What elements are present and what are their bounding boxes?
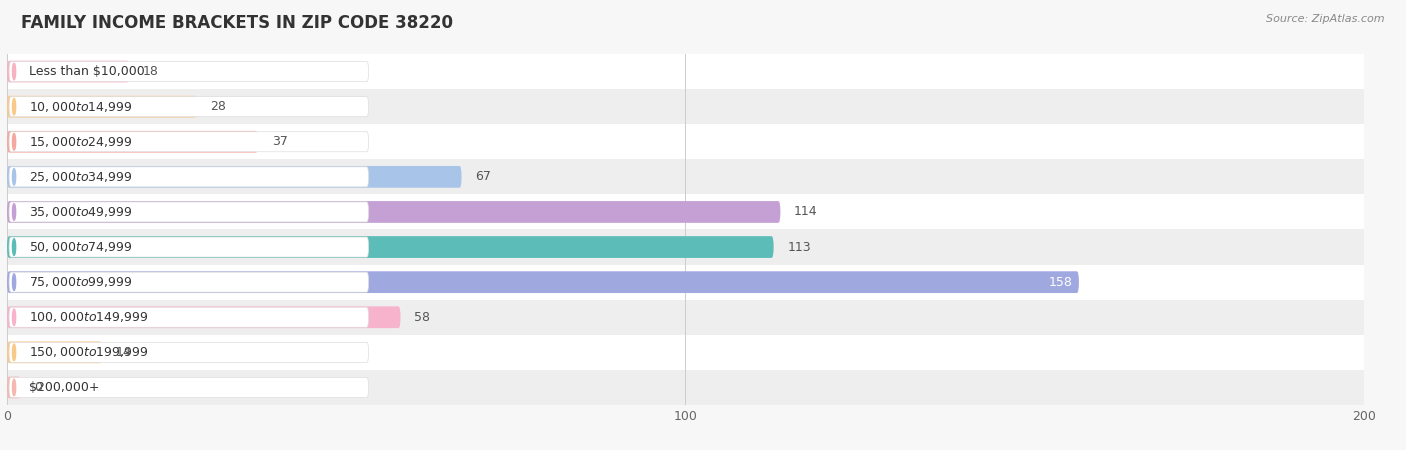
FancyBboxPatch shape [8,167,368,187]
Text: FAMILY INCOME BRACKETS IN ZIP CODE 38220: FAMILY INCOME BRACKETS IN ZIP CODE 38220 [21,14,453,32]
Text: $15,000 to $24,999: $15,000 to $24,999 [30,135,132,149]
Bar [7,370,1406,405]
FancyBboxPatch shape [7,201,780,223]
Circle shape [13,379,15,396]
Text: $50,000 to $74,999: $50,000 to $74,999 [30,240,132,254]
Text: 14: 14 [115,346,131,359]
Text: $200,000+: $200,000+ [30,381,100,394]
FancyBboxPatch shape [7,96,197,117]
Text: $35,000 to $49,999: $35,000 to $49,999 [30,205,132,219]
Text: Less than $10,000: Less than $10,000 [30,65,145,78]
Text: $75,000 to $99,999: $75,000 to $99,999 [30,275,132,289]
Bar [7,194,1406,230]
Text: 37: 37 [271,135,287,148]
FancyBboxPatch shape [7,271,1078,293]
Circle shape [13,169,15,185]
FancyBboxPatch shape [7,342,103,363]
Bar [7,89,1406,124]
FancyBboxPatch shape [7,61,129,82]
Bar [7,300,1406,335]
Text: $10,000 to $14,999: $10,000 to $14,999 [30,99,132,114]
Text: 0: 0 [34,381,42,394]
FancyBboxPatch shape [7,166,461,188]
Bar [7,124,1406,159]
Circle shape [13,63,15,80]
Text: Source: ZipAtlas.com: Source: ZipAtlas.com [1267,14,1385,23]
FancyBboxPatch shape [8,132,368,152]
Bar [7,159,1406,194]
Text: $150,000 to $199,999: $150,000 to $199,999 [30,345,149,360]
Text: 113: 113 [787,241,811,253]
FancyBboxPatch shape [8,62,368,81]
Text: $25,000 to $34,999: $25,000 to $34,999 [30,170,132,184]
Text: 18: 18 [143,65,159,78]
Text: 67: 67 [475,171,491,183]
Bar [7,54,1406,89]
Circle shape [13,134,15,150]
FancyBboxPatch shape [7,306,401,328]
FancyBboxPatch shape [8,272,368,292]
Text: $100,000 to $149,999: $100,000 to $149,999 [30,310,149,324]
Text: 28: 28 [211,100,226,113]
Circle shape [13,344,15,360]
Circle shape [13,239,15,255]
FancyBboxPatch shape [8,202,368,222]
Circle shape [13,309,15,325]
FancyBboxPatch shape [8,237,368,257]
FancyBboxPatch shape [8,307,368,327]
FancyBboxPatch shape [7,131,259,153]
Circle shape [13,274,15,290]
Text: 114: 114 [794,206,818,218]
Bar [7,335,1406,370]
FancyBboxPatch shape [7,236,773,258]
Circle shape [13,204,15,220]
Text: 58: 58 [413,311,430,324]
FancyBboxPatch shape [7,377,21,398]
FancyBboxPatch shape [8,97,368,117]
Bar [7,230,1406,265]
Text: 158: 158 [1049,276,1073,288]
Circle shape [13,99,15,115]
FancyBboxPatch shape [8,378,368,397]
FancyBboxPatch shape [8,342,368,362]
Bar [7,265,1406,300]
